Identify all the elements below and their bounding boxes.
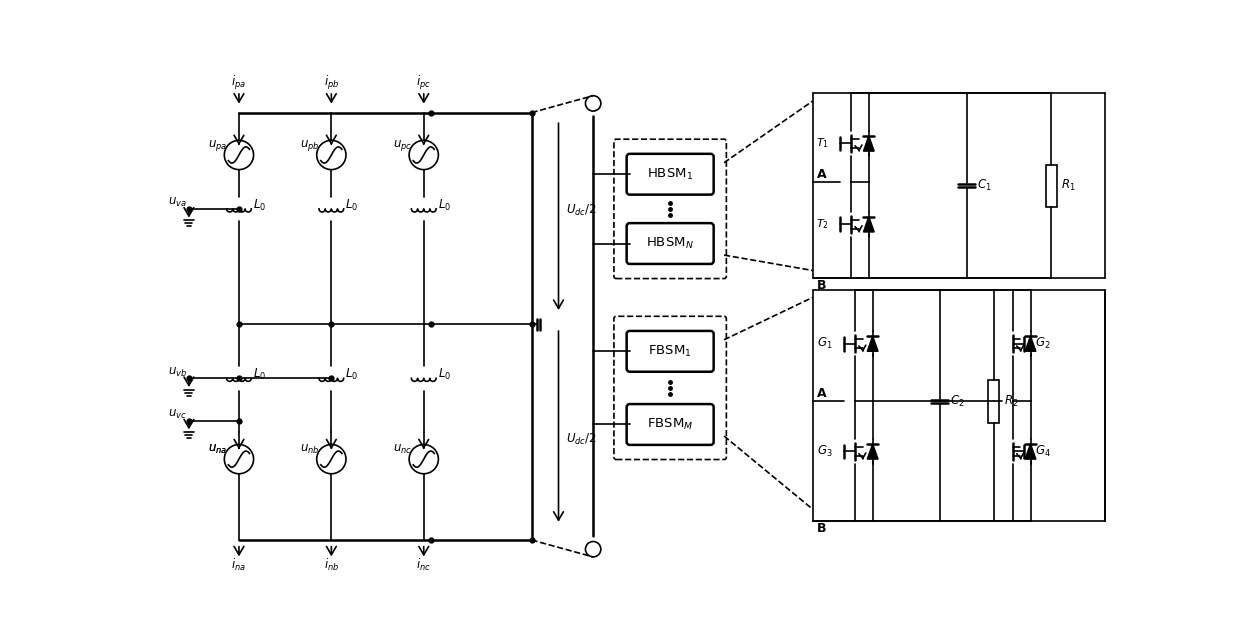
Bar: [988, 380, 999, 422]
Text: $C_1$: $C_1$: [977, 178, 992, 194]
Text: $G_2$: $G_2$: [1035, 336, 1050, 351]
Bar: [1045, 164, 1056, 207]
Text: FBSM$_1$: FBSM$_1$: [649, 344, 692, 359]
Text: $C_2$: $C_2$: [950, 394, 965, 409]
Text: B: B: [817, 522, 827, 535]
Text: $T_2$: $T_2$: [816, 217, 828, 231]
Text: $U_{dc}/2$: $U_{dc}/2$: [567, 203, 596, 218]
Text: HBSM$_1$: HBSM$_1$: [647, 167, 693, 182]
Circle shape: [585, 541, 601, 557]
Text: $i_{pb}$: $i_{pb}$: [324, 75, 339, 92]
Text: $L_0$: $L_0$: [438, 197, 451, 213]
Text: $u_{vc}$: $u_{vc}$: [167, 408, 187, 421]
FancyBboxPatch shape: [626, 331, 714, 372]
Text: B: B: [817, 280, 827, 292]
Text: $i_{nb}$: $i_{nb}$: [324, 557, 339, 573]
Text: $u_{pb}$: $u_{pb}$: [300, 138, 320, 154]
Text: $i_{nc}$: $i_{nc}$: [417, 557, 432, 573]
Text: $G_1$: $G_1$: [817, 336, 832, 351]
Text: $L_0$: $L_0$: [253, 197, 267, 213]
Text: $i_{na}$: $i_{na}$: [232, 557, 247, 573]
Text: $L_0$: $L_0$: [253, 367, 267, 382]
Polygon shape: [867, 336, 878, 352]
Polygon shape: [863, 217, 874, 232]
Text: $u_{nc}$: $u_{nc}$: [393, 443, 412, 457]
Text: $u_{va}$: $u_{va}$: [167, 196, 187, 210]
Text: $T_1$: $T_1$: [816, 136, 828, 150]
Text: $L_0$: $L_0$: [345, 197, 358, 213]
Text: $G_4$: $G_4$: [1035, 444, 1052, 459]
Text: FBSM$_M$: FBSM$_M$: [647, 417, 693, 432]
FancyBboxPatch shape: [626, 154, 714, 195]
Text: $i_{pa}$: $i_{pa}$: [232, 75, 247, 92]
Text: $u_{nb}$: $u_{nb}$: [300, 443, 320, 457]
Text: $i_{pc}$: $i_{pc}$: [417, 75, 432, 92]
Text: $u_{pc}$: $u_{pc}$: [393, 138, 412, 154]
Polygon shape: [1025, 444, 1035, 459]
Polygon shape: [1025, 336, 1035, 352]
Text: A: A: [817, 387, 827, 400]
Text: A: A: [817, 168, 827, 181]
Text: $R_1$: $R_1$: [1061, 178, 1076, 194]
Text: $L_0$: $L_0$: [345, 367, 358, 382]
Circle shape: [585, 96, 601, 111]
Text: $u_{na}$: $u_{na}$: [208, 443, 227, 457]
Text: HBSM$_N$: HBSM$_N$: [646, 236, 694, 251]
Text: $u_{vb}$: $u_{vb}$: [167, 366, 187, 378]
FancyBboxPatch shape: [626, 223, 714, 264]
Text: $L_0$: $L_0$: [438, 367, 451, 382]
Polygon shape: [867, 444, 878, 459]
Text: $u_{na}$: $u_{na}$: [208, 443, 227, 457]
FancyBboxPatch shape: [626, 404, 714, 445]
Text: $u_{pa}$: $u_{pa}$: [208, 138, 227, 154]
Text: $G_3$: $G_3$: [817, 444, 832, 459]
Polygon shape: [863, 136, 874, 151]
Text: $U_{dc}/2$: $U_{dc}/2$: [567, 433, 596, 447]
Text: $R_2$: $R_2$: [1003, 394, 1018, 409]
